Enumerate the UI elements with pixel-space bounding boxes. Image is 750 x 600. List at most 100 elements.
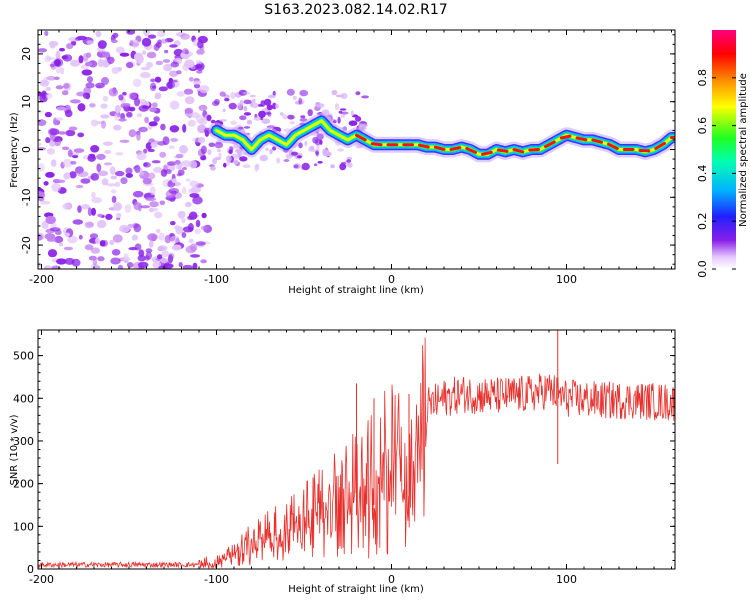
noise-blob	[54, 179, 66, 184]
signal-blob	[286, 88, 295, 96]
noise-blob	[103, 162, 112, 166]
noise-blob	[45, 171, 55, 178]
noise-blob	[188, 211, 198, 220]
noise-blob	[72, 154, 79, 159]
signal-blob	[230, 120, 237, 126]
colorbar-tick-label: 0.8	[696, 69, 709, 87]
signal-blob	[228, 102, 237, 110]
noise-blob	[38, 262, 42, 268]
noise-blob	[160, 123, 166, 131]
signal-blob	[236, 102, 243, 110]
signal-blob	[214, 156, 221, 161]
track-peak	[654, 141, 666, 150]
noise-blob	[92, 257, 98, 266]
noise-blob	[69, 59, 81, 67]
snr-marks	[38, 330, 675, 569]
noise-blob	[195, 219, 201, 228]
noise-blob	[111, 67, 120, 74]
noise-blob	[58, 131, 67, 135]
noise-blob	[160, 38, 168, 44]
noise-blob	[145, 248, 153, 253]
signal-blob	[315, 103, 325, 109]
noise-blob	[83, 53, 89, 62]
noise-blob	[53, 58, 64, 67]
noise-blob	[45, 87, 52, 91]
noise-blob	[163, 63, 173, 72]
noise-blob	[63, 246, 74, 251]
noise-blob	[86, 40, 95, 45]
noise-blob	[131, 234, 138, 241]
noise-blob	[91, 197, 102, 204]
noise-blob	[183, 88, 194, 95]
x-tick-label: 0	[388, 273, 395, 286]
noise-blob	[147, 125, 153, 130]
noise-blob	[48, 40, 59, 47]
noise-blob	[157, 254, 163, 260]
signal-blob	[219, 119, 227, 122]
noise-blob	[102, 51, 110, 58]
noise-blob	[133, 201, 141, 211]
noise-blob	[75, 184, 84, 189]
noise-blob	[108, 87, 119, 97]
signal-blob	[253, 116, 261, 121]
noise-blob	[142, 105, 149, 109]
signal-blob	[307, 109, 313, 117]
noise-blob	[124, 204, 132, 213]
noise-blob	[56, 258, 67, 265]
signal-blob	[340, 111, 349, 115]
noise-blob	[169, 44, 178, 48]
x-tick-label: 100	[556, 573, 577, 586]
noise-blob	[115, 212, 122, 218]
noise-blob	[149, 107, 157, 113]
noise-blob	[77, 103, 86, 112]
noise-blob	[67, 235, 78, 244]
y-tick-label: 10	[20, 95, 33, 109]
noise-blob	[97, 40, 107, 49]
signal-blob	[340, 92, 348, 100]
noise-blob	[60, 67, 65, 75]
noise-blob	[144, 116, 150, 124]
signal-blob	[239, 156, 248, 162]
noise-blob	[46, 76, 56, 81]
noise-blob	[101, 77, 109, 85]
noise-blob	[100, 103, 108, 109]
signal-blob	[291, 151, 298, 156]
noise-blob	[164, 49, 169, 54]
noise-blob	[195, 64, 203, 69]
noise-blob	[165, 81, 176, 89]
noise-blob	[151, 102, 158, 108]
track-peak	[544, 140, 556, 149]
noise-blob	[181, 217, 186, 224]
noise-blob	[154, 92, 162, 100]
signal-blob	[350, 110, 354, 117]
noise-blob	[151, 160, 161, 164]
signal-blob	[219, 91, 226, 97]
noise-blob	[61, 55, 68, 60]
signal-blob	[292, 96, 297, 100]
noise-blob	[95, 237, 100, 244]
signal-blob	[259, 154, 268, 162]
signal-blob	[339, 163, 347, 171]
noise-blob	[162, 59, 171, 63]
noise-blob	[63, 83, 70, 89]
noise-blob	[141, 37, 152, 47]
track-peak	[528, 148, 540, 152]
signal-blob	[268, 94, 276, 99]
noise-blob	[158, 265, 168, 269]
x-tick-label: -100	[204, 273, 229, 286]
signal-blob	[223, 162, 227, 168]
noise-blob	[44, 111, 53, 118]
noise-blob	[96, 153, 106, 160]
noise-blob	[86, 76, 94, 83]
noise-blob	[118, 118, 127, 122]
noise-blob	[200, 259, 207, 264]
noise-blob	[44, 233, 56, 240]
noise-blob	[126, 30, 136, 35]
noise-blob	[126, 111, 133, 118]
noise-blob	[133, 223, 142, 233]
colorbar-ticks: 0.0 0.2 0.4 0.6 0.8	[696, 69, 736, 278]
noise-blob	[184, 107, 194, 114]
noise-blob	[161, 250, 170, 258]
noise-blob	[157, 245, 168, 251]
signal-blob	[293, 164, 299, 169]
